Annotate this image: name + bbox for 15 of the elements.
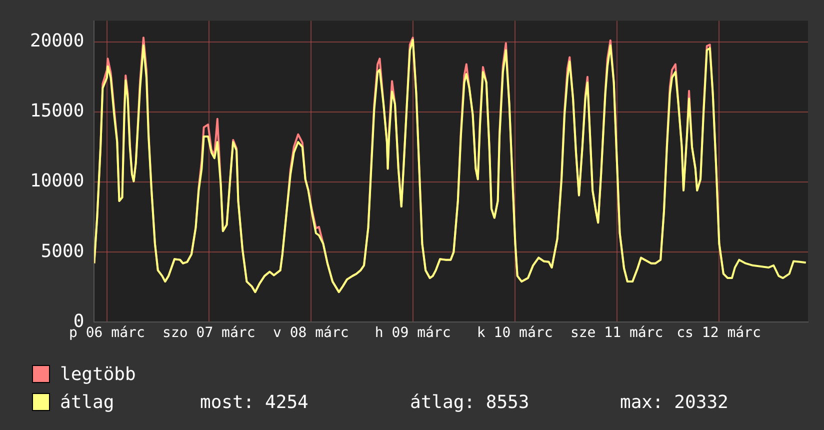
text: most: 4254 [200,392,310,412]
x-tick-label: k 10 márc [476,325,553,342]
y-tick-label: 5000 [40,240,84,262]
x-tick-label: szo 07 márc [162,325,256,342]
y-tick-label: 10000 [30,170,84,192]
x-tick-label: v 08 márc [272,325,349,342]
y-tick-label: 15000 [30,100,84,122]
text: max: 20332 [620,392,730,412]
text: átlag: 8553 [410,392,530,412]
y-tick-label: 20000 [30,30,84,52]
legend-label: átlag [60,392,116,412]
x-tick-label: cs 12 márc [676,325,761,342]
legend-label: legtöbb [60,364,137,384]
x-tick-label: sze 11 márc [570,325,664,342]
x-tick-label: h 09 márc [374,325,451,342]
